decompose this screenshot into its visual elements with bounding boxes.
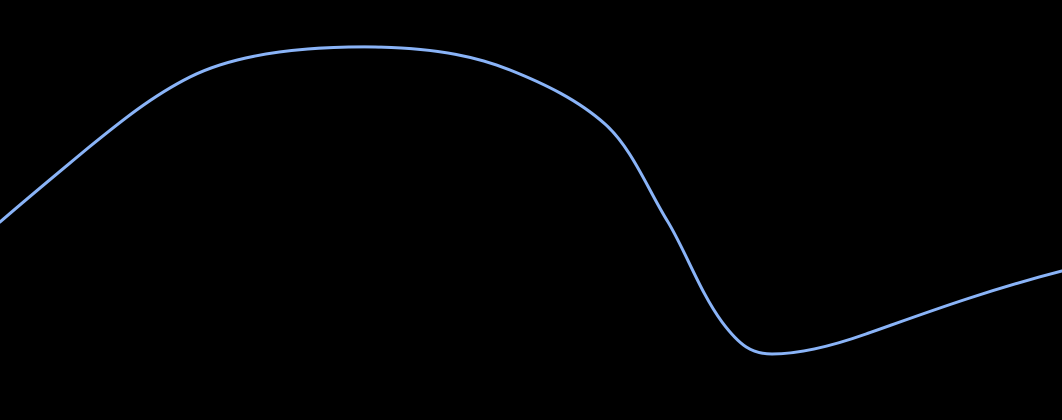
curve-series-line (0, 45, 1062, 356)
